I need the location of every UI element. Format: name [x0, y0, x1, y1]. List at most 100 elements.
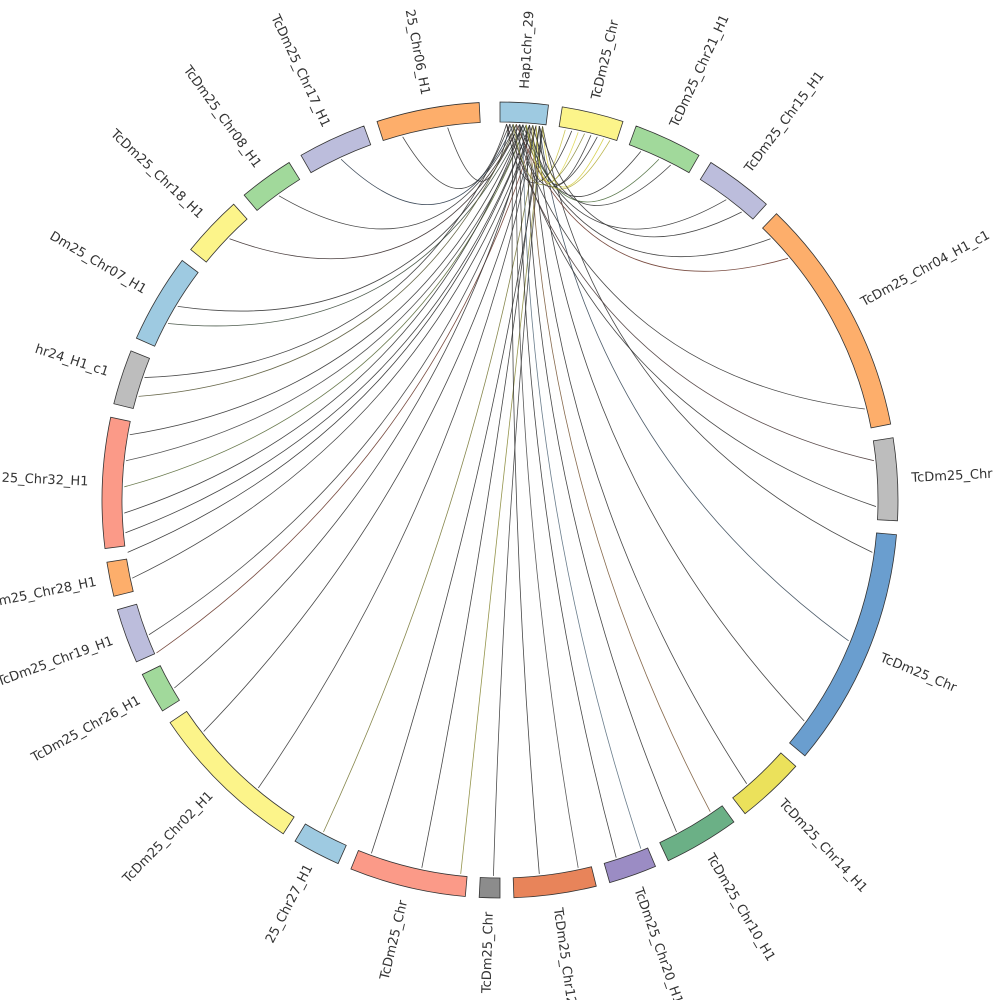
- chromosome-chr07: [135, 259, 199, 347]
- chromosome-segments: [101, 101, 899, 899]
- chromosome-label-chr_bottom1: TcDm25_Chr: [480, 911, 497, 994]
- synteny-link: [529, 125, 642, 197]
- synteny-link: [132, 125, 534, 579]
- chromosome-label-chr06: 25_Chr06_H1: [402, 8, 433, 96]
- chromosome-label-chr_top2: TcDm25_Chr: [589, 18, 623, 102]
- chromosome-label-hap1chr29: Hap1chr_29: [518, 10, 538, 89]
- chromosome-label-chr26: TcDm25_Chr26_H1: [28, 693, 143, 766]
- synteny-link: [516, 124, 789, 272]
- synteny-link: [229, 124, 521, 260]
- chromosome-label-chr12: TcDm25_Chr12_H: [550, 906, 581, 1000]
- synteny-link: [506, 123, 875, 462]
- synteny-link: [323, 125, 540, 833]
- chromosome-chr32: [101, 416, 131, 549]
- synteny-link: [129, 124, 524, 436]
- chromosome-chr_top2: [558, 106, 624, 142]
- chromosome-label-chr08: TcDm25_Chr08_H1: [179, 62, 264, 171]
- chromosome-chr10: [659, 805, 735, 862]
- chromosome-label-chr04: TcDm25_Chr04_H1_c1: [858, 228, 993, 310]
- synteny-link: [532, 125, 671, 206]
- synteny-link: [125, 124, 527, 462]
- synteny-link: [278, 124, 517, 230]
- chromosome-chr24: [113, 350, 151, 410]
- synteny-link: [177, 124, 521, 312]
- synteny-link: [340, 124, 514, 205]
- chromosome-chr14: [732, 752, 797, 815]
- chromosome-label-chr_right1: TcDm25_Chr: [910, 467, 994, 486]
- synteny-link: [174, 125, 530, 689]
- synteny-link: [156, 125, 537, 654]
- synteny-link: [257, 125, 537, 789]
- chromosome-chr_right2: [789, 532, 897, 757]
- chromosome-label-chr21: TcDm25_Chr21_H1: [667, 13, 733, 131]
- synteny-link: [512, 124, 585, 186]
- chromosome-label-chr17: TcDm25_Chr17_H1: [267, 12, 333, 130]
- chromosome-label-chr27: 25_Chr27_H1: [263, 862, 316, 946]
- chromosome-chr17: [300, 125, 372, 174]
- synteny-link: [515, 124, 579, 868]
- chromosome-label-chr20: TcDm25_Chr20_H1: [630, 885, 685, 1000]
- synteny-link: [538, 126, 849, 642]
- synteny-link: [144, 123, 511, 378]
- synteny-link: [538, 126, 592, 185]
- chromosome-chr08: [243, 161, 301, 211]
- synteny-link: [124, 124, 524, 514]
- synteny-link: [506, 123, 573, 184]
- synteny-link: [460, 126, 543, 874]
- chromosome-chr27: [294, 823, 347, 865]
- synteny-link: [493, 126, 543, 876]
- chromosome-chr04: [762, 213, 892, 429]
- chromosome-label-chr32: 25_Chr32_H1: [1, 471, 88, 490]
- synteny-link: [525, 124, 677, 833]
- synteny-link: [535, 125, 579, 183]
- chromosome-chr19: [116, 603, 156, 663]
- chromosome-chr06: [376, 102, 481, 142]
- synteny-link: [542, 126, 604, 188]
- synteny-link: [535, 125, 805, 722]
- chromosome-label-chr24: hr24_H1_c1: [33, 342, 110, 380]
- synteny-link: [124, 124, 527, 488]
- chromosome-chr20: [603, 847, 657, 884]
- chromosome-label-chr10: TcDm25_Chr10_H1: [702, 850, 778, 964]
- chromosome-chr21: [628, 125, 700, 174]
- chromosome-label-chr_right2: TcDm25_Chr: [877, 650, 959, 696]
- synteny-link: [529, 125, 711, 812]
- synteny-link: [512, 124, 865, 410]
- synteny-link: [519, 124, 598, 188]
- chromosome-chr15: [699, 161, 767, 220]
- synteny-link: [519, 124, 617, 858]
- synteny-link: [127, 125, 530, 553]
- chromosome-label-chr14: TcDm25_Chr14_H1: [775, 795, 870, 895]
- chromosome-chr28: [106, 558, 134, 597]
- chromosome-chr02: [169, 710, 295, 835]
- synteny-link: [525, 124, 611, 190]
- synteny-link: [371, 126, 543, 854]
- chromosome-label-chr_bottom2: TcDm25_Chr: [377, 898, 411, 982]
- chromosome-chr12: [512, 866, 597, 899]
- chromosome-chr18: [190, 203, 248, 263]
- synteny-link: [542, 126, 873, 553]
- synteny-link: [125, 125, 530, 534]
- synteny-link: [522, 124, 642, 849]
- chromosome-chr_right1: [872, 437, 899, 522]
- synteny-link: [538, 125, 742, 238]
- chromosome-label-chr02: TcDm25_Chr02_H1: [119, 789, 216, 887]
- synteny-link: [138, 124, 517, 397]
- chromosome-hap1chr29: [499, 101, 549, 126]
- synteny-link: [167, 124, 524, 327]
- chromosome-label-chr19: TcDm25_Chr19_H1: [0, 634, 115, 690]
- synteny-link: [519, 124, 771, 258]
- chromosome-label-chr15: TcDm25_Chr15_H1: [741, 69, 827, 177]
- chromosome-chr_bottom2: [350, 849, 468, 897]
- synteny-link: [203, 125, 537, 732]
- chromosome-label-chr28: TcDm25_Chr28_H1: [0, 575, 98, 614]
- synteny-links: [124, 123, 877, 876]
- chromosome-chr26: [141, 665, 180, 712]
- synteny-link: [148, 125, 534, 636]
- synteny-link: [532, 125, 748, 784]
- chromosome-chr_bottom1: [478, 877, 501, 899]
- chromosome-label-chr07: Dm25_Chr07_H1: [47, 229, 149, 297]
- synteny-link: [402, 123, 507, 190]
- chromosome-label-chr18: TcDm25_Chr18_H1: [107, 126, 207, 222]
